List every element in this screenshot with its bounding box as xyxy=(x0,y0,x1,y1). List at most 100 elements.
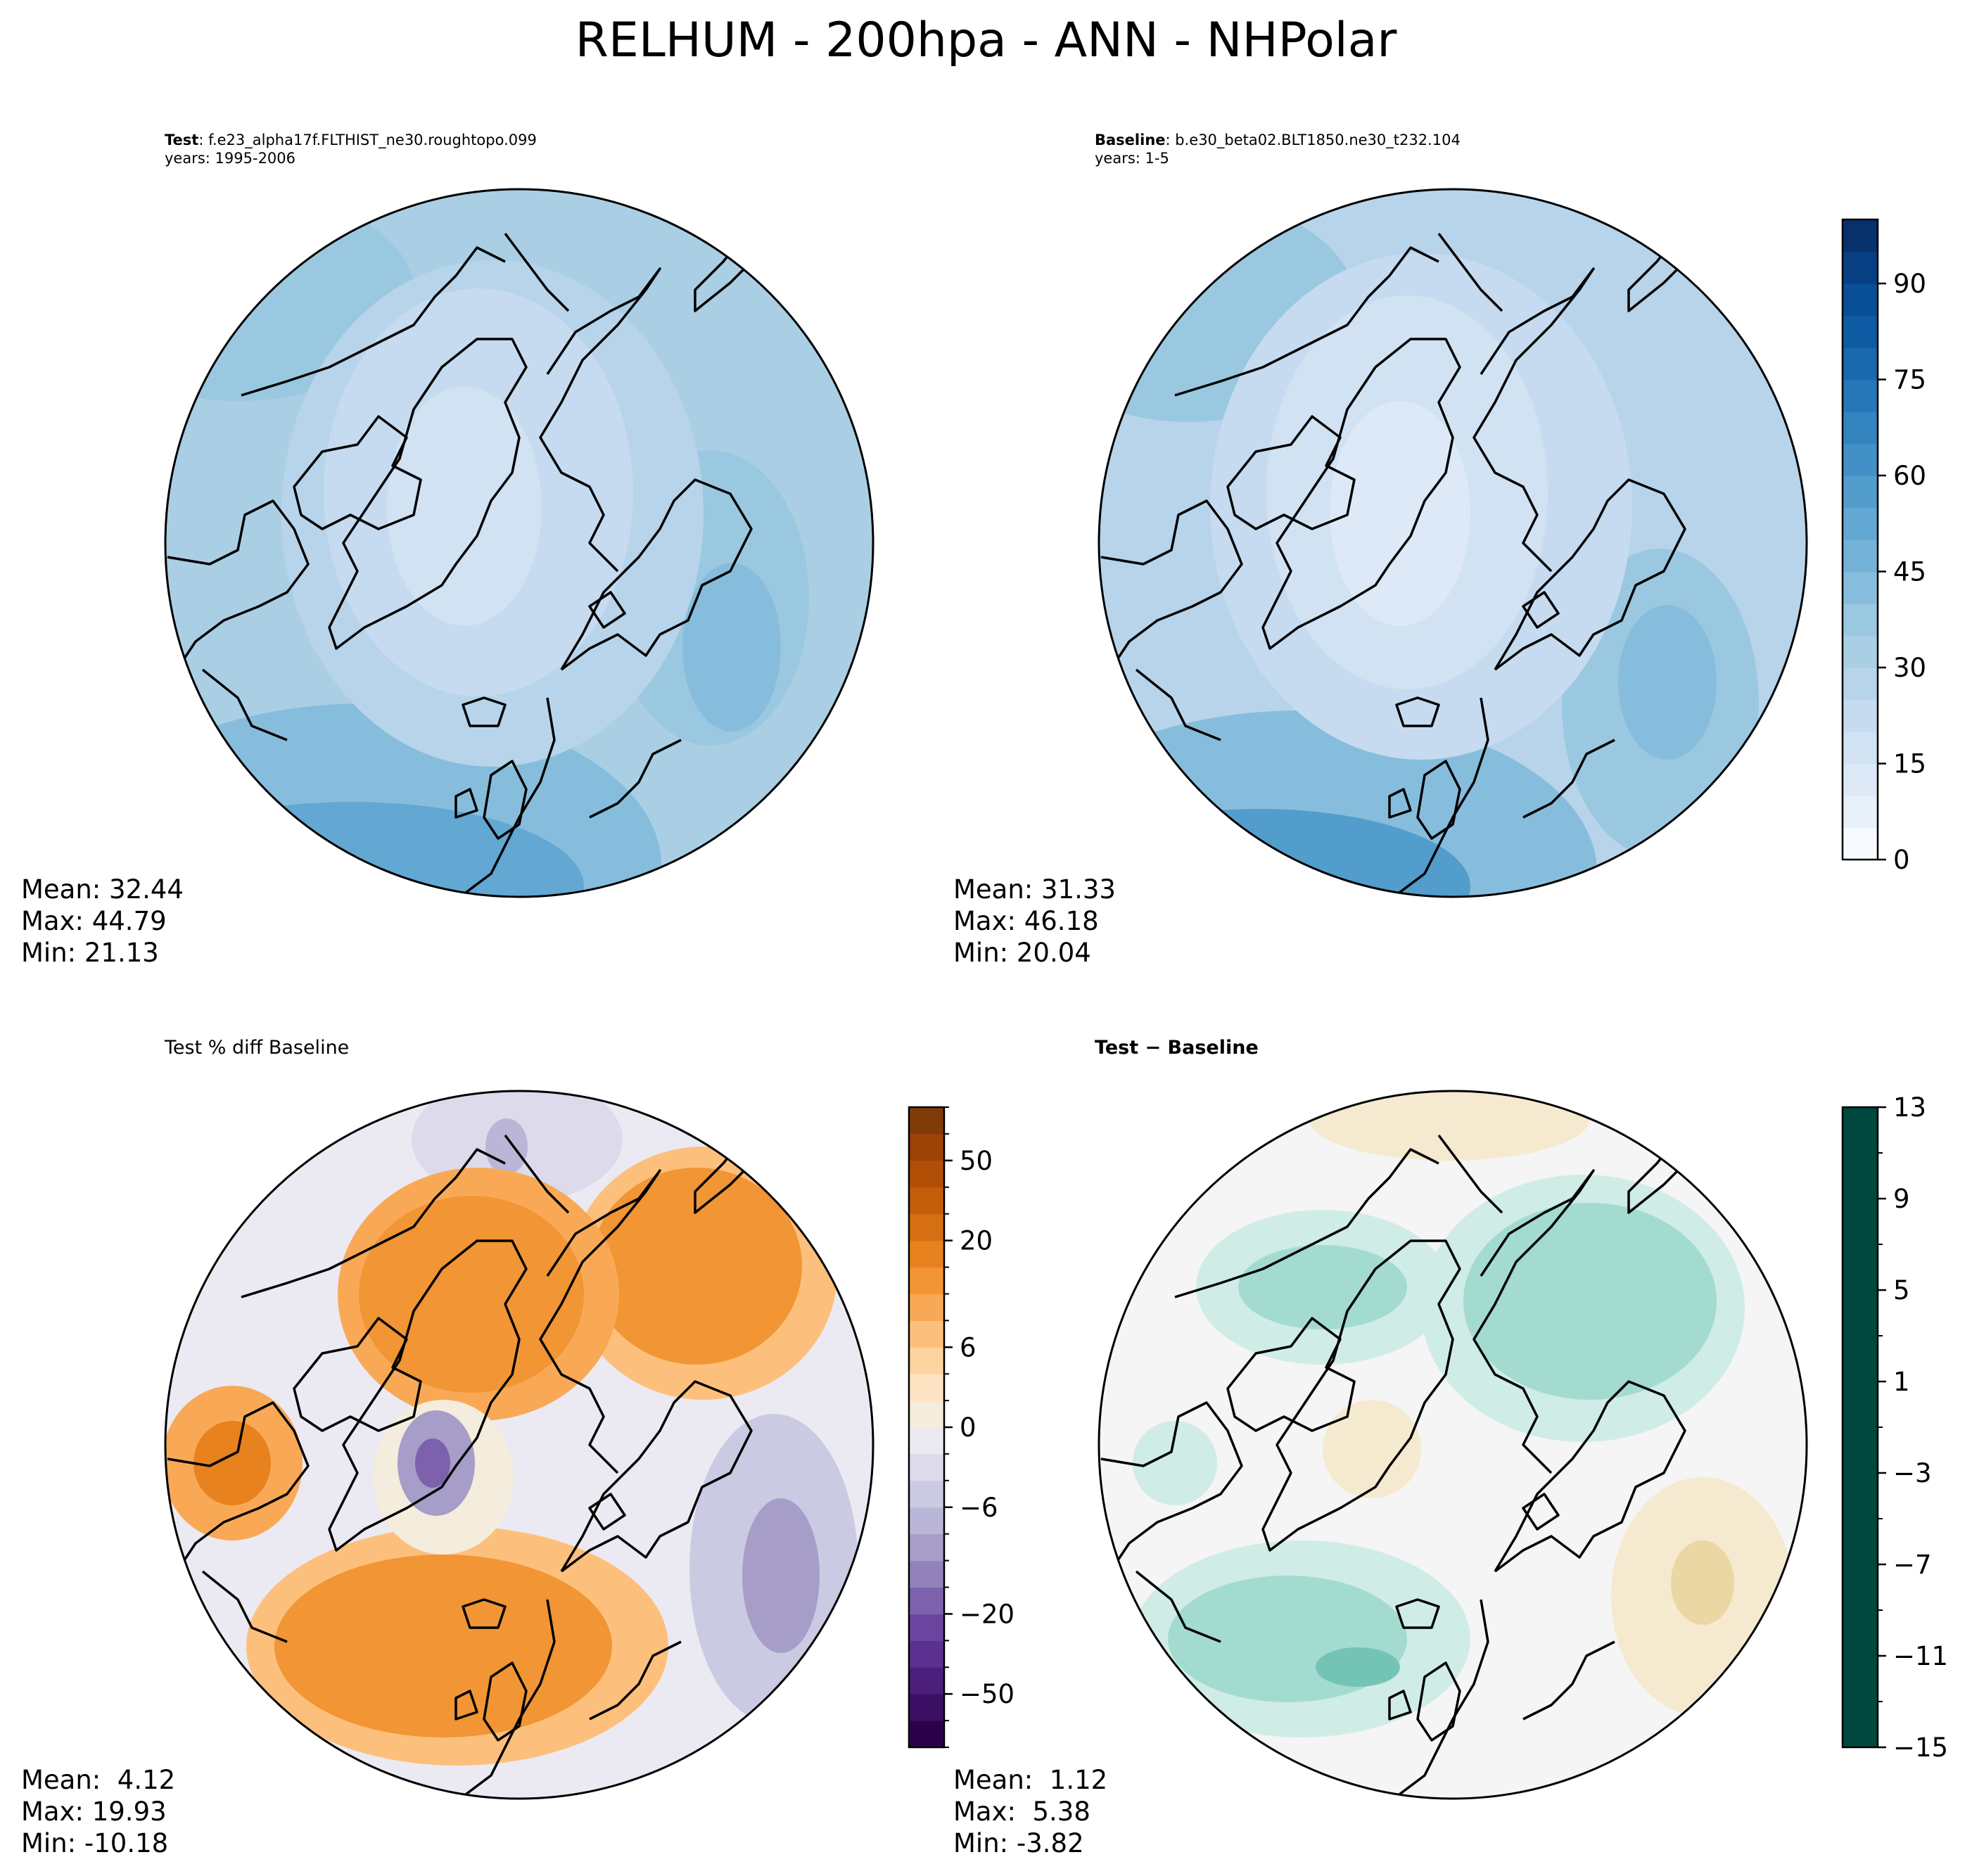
pct-diff-colorbar-segment xyxy=(909,1507,944,1535)
baseline-coast-svalbard xyxy=(1522,591,1560,629)
test-coast-caspian xyxy=(799,753,830,804)
baseline-colorbar-tick-label: 0 xyxy=(1893,845,1910,875)
pct-diff-coast-caspian xyxy=(799,1655,830,1706)
pct-diff-colorbar-segment xyxy=(909,1694,944,1721)
test-coast-greenland xyxy=(328,338,528,650)
baseline-colorbar-segment xyxy=(1843,540,1878,573)
diff-coast-iceland xyxy=(1395,1598,1440,1629)
pct-diff-colorbar-segment xyxy=(909,1374,944,1401)
baseline-coast-eurasia xyxy=(1395,697,1489,896)
pct-diff-colorbar-segment xyxy=(909,1667,944,1695)
baseline-title-label: Baseline xyxy=(1095,132,1166,148)
test-stats: Mean: 32.44 Max: 44.79 Min: 21.13 xyxy=(21,874,184,969)
test-coast-kamchatka xyxy=(504,232,570,312)
pct-diff-coast-svalbard xyxy=(588,1493,626,1531)
pct-diff-coastlines xyxy=(166,1127,851,1798)
baseline-coast-siberia xyxy=(1472,267,1595,573)
baseline-colorbar-segment xyxy=(1843,507,1878,540)
baseline-colorbar-segment xyxy=(1843,347,1878,381)
test-mean: Mean: 32.44 xyxy=(21,874,184,905)
baseline-colorbar-segment xyxy=(1843,604,1878,637)
diff-coast-greenland xyxy=(1261,1239,1461,1552)
baseline-colorbar-segment xyxy=(1843,476,1878,509)
baseline-field-polar-core xyxy=(1330,401,1470,626)
baseline-colorbar-segment xyxy=(1843,732,1878,765)
diff-coast-scandinavia xyxy=(1494,1380,1686,1573)
diff-colorbar-tick-label: 5 xyxy=(1893,1275,1910,1306)
pct-diff-field-n-pos-core xyxy=(359,1196,584,1393)
pct-diff-colorbar-segment xyxy=(909,1614,944,1641)
pct-diff-mean: Mean: 4.12 xyxy=(21,1765,176,1795)
pct-diff-colorbar-segment xyxy=(909,1453,944,1481)
test-coast-eurasia xyxy=(462,697,556,896)
pct-diff-colorbar-segment xyxy=(909,1133,944,1161)
pct-diff-colorbar-tick-label: 50 xyxy=(960,1146,993,1176)
diff-colorbar-tick-label: −15 xyxy=(1893,1733,1948,1763)
test-min: Min: 21.13 xyxy=(21,938,159,968)
test-coast-labrador xyxy=(201,668,288,741)
diff-coast-svalbard xyxy=(1522,1493,1560,1531)
baseline-coastlines xyxy=(1100,225,1785,896)
baseline-map-boundary xyxy=(1098,188,1808,898)
baseline-coast-british-isles xyxy=(1388,760,1461,840)
pct-diff-colorbar-segment xyxy=(909,1587,944,1615)
pct-diff-max: Max: 19.93 xyxy=(21,1797,167,1827)
test-field-east-core xyxy=(682,563,781,732)
baseline-coast-iceland xyxy=(1395,696,1440,727)
baseline-colorbar-segment xyxy=(1843,283,1878,317)
baseline-colorbar-segment xyxy=(1843,251,1878,284)
pct-diff-coast-hudson-bay xyxy=(166,1401,310,1586)
pct-diff-colorbar-segment xyxy=(909,1267,944,1295)
diff-colorbar-tick-label: 13 xyxy=(1893,1092,1926,1123)
baseline-colorbar-segment xyxy=(1843,219,1878,253)
pct-diff-colorbar-segment xyxy=(909,1294,944,1321)
pct-diff-colorbar-tick-label: −50 xyxy=(960,1679,1014,1709)
baseline-coast-north-america xyxy=(1174,246,1439,397)
pct-diff-coast-siberia xyxy=(539,1169,661,1474)
test-coast-mediterranean xyxy=(589,739,682,819)
pct-diff-colorbar-segment xyxy=(909,1721,944,1748)
diff-colorbar-segment xyxy=(1843,1107,1878,1748)
pct-diff-colorbar-segment xyxy=(909,1107,944,1135)
baseline-max: Max: 46.18 xyxy=(953,906,1099,936)
baseline-colorbar-frame xyxy=(1841,218,1879,861)
baseline-coast-hudson-bay xyxy=(1100,499,1243,684)
pct-diff-coast-kamchatka xyxy=(504,1134,570,1214)
test-max: Max: 44.79 xyxy=(21,906,167,936)
pct-diff-coast-iceland xyxy=(462,1598,507,1629)
diff-field-se-neg-core xyxy=(1671,1540,1734,1625)
pct-diff-field-north-neg-core xyxy=(485,1118,528,1175)
baseline-colorbar-segment xyxy=(1843,763,1878,796)
pct-diff-coast-scandinavia xyxy=(560,1380,753,1573)
diff-mean: Mean: 1.12 xyxy=(953,1765,1108,1795)
baseline-colorbar-tick-label: 45 xyxy=(1893,557,1926,587)
diff-colorbar-tick-label: −3 xyxy=(1893,1458,1932,1488)
pct-diff-map-boundary xyxy=(164,1090,874,1800)
pct-diff-field-s-pos-core xyxy=(274,1555,612,1737)
baseline-title-case: : b.e30_beta02.BLT1850.ne30_t232.104 xyxy=(1165,132,1461,148)
pct-diff-colorbar-segment xyxy=(909,1427,944,1455)
diff-coast-hudson-bay xyxy=(1100,1401,1243,1586)
pct-diff-colorbar-segment xyxy=(909,1347,944,1374)
baseline-stats: Mean: 31.33 Max: 46.18 Min: 20.04 xyxy=(953,874,1116,969)
test-field-polar-core xyxy=(387,387,542,626)
pct-diff-coast-mediterranean xyxy=(589,1640,682,1721)
baseline-coast-canadian-archipelago xyxy=(1226,415,1356,530)
diff-colorbar-tick-label: −7 xyxy=(1893,1550,1932,1580)
pct-diff-coast-labrador xyxy=(201,1570,288,1643)
diff-colorbar-tick-label: 9 xyxy=(1893,1184,1910,1214)
diff-max: Max: 5.38 xyxy=(953,1797,1090,1827)
test-coast-scandinavia xyxy=(560,478,753,671)
pct-diff-colorbar-tick-label: −20 xyxy=(960,1599,1014,1629)
pct-diff-field-w-pos-core xyxy=(193,1421,271,1505)
baseline-colorbar-tick-label: 60 xyxy=(1893,461,1926,491)
baseline-coast-caspian xyxy=(1733,753,1764,804)
baseline-colorbar-segment xyxy=(1843,827,1878,860)
pct-diff-colorbar-segment xyxy=(909,1320,944,1348)
baseline-coast-greenland xyxy=(1261,338,1461,650)
baseline-map xyxy=(1099,189,1807,897)
baseline-colorbar-segment xyxy=(1843,379,1878,412)
pct-diff-coast-canadian-archipelago xyxy=(293,1317,422,1432)
diff-stats: Mean: 1.12 Max: 5.38 Min: -3.82 xyxy=(953,1764,1107,1859)
